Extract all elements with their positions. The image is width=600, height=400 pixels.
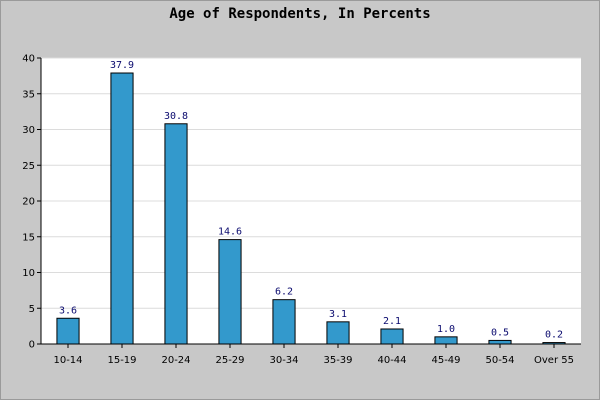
x-tick-label: 50-54 xyxy=(485,355,514,366)
x-tick-label: 45-49 xyxy=(431,355,460,366)
x-tick-label: 10-14 xyxy=(53,355,82,366)
data-label: 14.6 xyxy=(218,227,242,238)
data-label: 30.8 xyxy=(164,111,188,122)
x-tick-label: 15-19 xyxy=(107,355,136,366)
x-tick-label: 25-29 xyxy=(215,355,244,366)
bar-40-44 xyxy=(380,328,404,345)
data-label: 3.1 xyxy=(329,309,347,320)
y-tick-label: 35 xyxy=(22,89,35,100)
bar-25-29 xyxy=(218,239,242,345)
data-label: 6.2 xyxy=(275,287,293,298)
y-tick-label: 40 xyxy=(22,54,35,65)
axes-group xyxy=(37,57,581,348)
x-tick-label: Over 55 xyxy=(534,355,574,366)
bar-35-39 xyxy=(326,321,350,345)
data-label: 3.6 xyxy=(59,305,77,316)
bar-20-24 xyxy=(164,123,188,345)
y-tick-label: 5 xyxy=(29,304,35,315)
y-tick-label: 20 xyxy=(22,197,35,208)
bar-50-54 xyxy=(488,339,512,345)
chart-title: Age of Respondents, In Percents xyxy=(169,6,430,22)
labels-group: 0 5 10 15 20 25 30 35 40 3.6 10-14 37.9 15-19 30.8 20-… xyxy=(22,54,574,367)
data-label: 37.9 xyxy=(110,60,134,71)
data-label: 1.0 xyxy=(437,324,455,335)
x-tick-label: 20-24 xyxy=(161,355,190,366)
y-tick-label: 10 xyxy=(22,268,35,279)
bar-45-49 xyxy=(434,336,458,345)
y-tick-label: 15 xyxy=(22,232,35,243)
bar-30-34 xyxy=(272,299,296,345)
y-tick-label: 30 xyxy=(22,125,35,136)
x-tick-label: 30-34 xyxy=(269,355,298,366)
bar-15-19 xyxy=(110,72,134,345)
bar-10-14 xyxy=(56,317,80,345)
y-tick-label: 25 xyxy=(22,161,35,172)
x-tick-label: 35-39 xyxy=(323,355,352,366)
x-tick-label: 40-44 xyxy=(377,355,406,366)
data-label: 2.1 xyxy=(383,316,401,327)
data-label: 0.2 xyxy=(545,330,563,341)
y-tick-label: 0 xyxy=(29,340,35,351)
data-label: 0.5 xyxy=(491,327,509,338)
